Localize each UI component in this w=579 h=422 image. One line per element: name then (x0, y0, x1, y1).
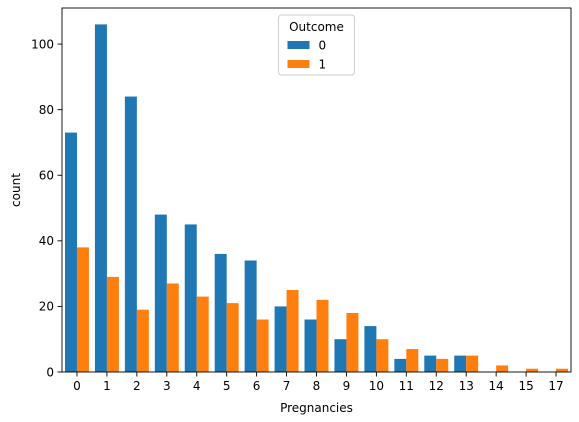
bar-outcome-1-pregnancies-10 (376, 339, 389, 372)
bar-outcome-1-pregnancies-9 (346, 312, 359, 372)
x-tick-label: 4 (193, 379, 201, 393)
x-tick-label: 17 (548, 379, 563, 393)
bar-outcome-1-pregnancies-7 (286, 290, 299, 372)
x-tick-label: 12 (429, 379, 444, 393)
bar-outcome-0-pregnancies-5 (214, 253, 227, 372)
bar-outcome-1-pregnancies-11 (406, 349, 419, 372)
x-tick-label: 14 (489, 379, 504, 393)
bar-outcome-0-pregnancies-7 (274, 306, 287, 372)
x-tick-label: 15 (518, 379, 533, 393)
x-tick-label: 2 (133, 379, 141, 393)
plot-frame (61, 7, 572, 373)
legend-swatch-0 (287, 41, 310, 49)
bar-outcome-0-pregnancies-12 (424, 355, 437, 372)
bar-outcome-1-pregnancies-8 (316, 299, 329, 372)
bars (64, 24, 569, 373)
bar-outcome-0-pregnancies-4 (184, 224, 197, 372)
bar-outcome-1-pregnancies-12 (436, 358, 449, 372)
bar-outcome-1-pregnancies-14 (496, 365, 509, 372)
legend-label-0: 0 (319, 39, 327, 53)
bar-outcome-1-pregnancies-3 (166, 283, 179, 372)
y-axis-label: count (9, 173, 23, 207)
bar-outcome-0-pregnancies-6 (244, 260, 257, 372)
bar-outcome-1-pregnancies-0 (76, 247, 89, 372)
bar-outcome-0-pregnancies-0 (64, 132, 77, 372)
x-tick-label: 1 (103, 379, 111, 393)
x-tick-label: 8 (313, 379, 321, 393)
y-tick-label: 80 (39, 103, 54, 117)
y-tick-label: 40 (39, 234, 54, 248)
bar-outcome-1-pregnancies-4 (196, 296, 209, 372)
bar-outcome-0-pregnancies-1 (94, 24, 107, 373)
y-tick-label: 60 (39, 169, 54, 183)
x-tick-label: 3 (163, 379, 171, 393)
x-axis: 0 1 2 3 4 5 6 7 8 9 10 11 12 13 14 15 17 (73, 372, 564, 393)
bar-outcome-1-pregnancies-6 (256, 319, 269, 372)
x-tick-label: 13 (459, 379, 474, 393)
y-tick-label: 20 (39, 300, 54, 314)
x-tick-label: 9 (343, 379, 351, 393)
x-tick-label: 7 (283, 379, 291, 393)
bar-outcome-1-pregnancies-15 (526, 368, 539, 372)
bar-outcome-0-pregnancies-11 (394, 358, 407, 372)
x-tick-label: 5 (223, 379, 231, 393)
x-tick-label: 10 (369, 379, 384, 393)
legend-swatch-1 (287, 60, 310, 68)
x-tick-label: 11 (399, 379, 414, 393)
bar-outcome-0-pregnancies-8 (304, 319, 317, 372)
legend-title: Outcome (289, 20, 344, 34)
bar-outcome-0-pregnancies-3 (154, 214, 167, 372)
x-axis-label: Pregnancies (280, 401, 353, 415)
y-axis: 0 20 40 60 80 100 (31, 37, 62, 379)
bar-outcome-1-pregnancies-17 (556, 368, 569, 372)
bar-outcome-1-pregnancies-13 (466, 355, 479, 372)
y-tick-label: 100 (31, 37, 54, 51)
bar-outcome-0-pregnancies-13 (454, 355, 467, 372)
bar-outcome-1-pregnancies-1 (106, 276, 119, 372)
bar-outcome-1-pregnancies-5 (226, 303, 239, 372)
y-tick-label: 0 (46, 365, 54, 379)
bar-outcome-0-pregnancies-9 (334, 339, 347, 372)
x-tick-label: 6 (253, 379, 261, 393)
bar-outcome-0-pregnancies-10 (364, 326, 377, 372)
bar-outcome-0-pregnancies-2 (124, 96, 137, 372)
legend-label-1: 1 (319, 58, 327, 72)
bar-outcome-1-pregnancies-2 (136, 309, 149, 372)
legend: Outcome 0 1 (278, 14, 355, 76)
x-tick-label: 0 (73, 379, 81, 393)
